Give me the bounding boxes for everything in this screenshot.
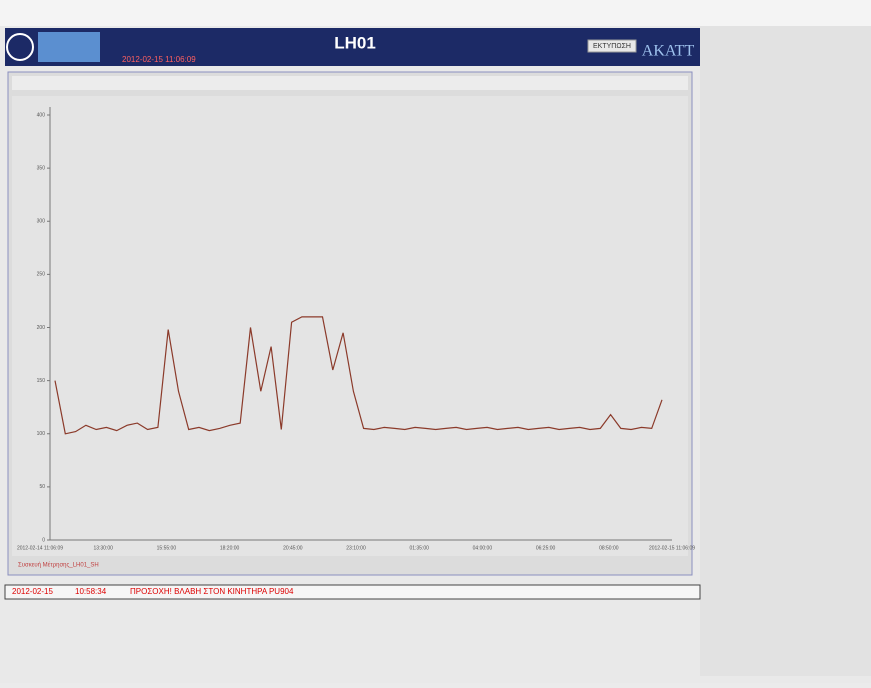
status-date: 2012-02-15: [12, 587, 53, 596]
y-tick-label: 250: [37, 272, 46, 278]
y-tick-label: 200: [37, 325, 46, 331]
screen: 2012-02-15 11:06:09 LH01 ΕΚΤΥΠΩΣΗ AKATT …: [0, 0, 871, 683]
y-tick-label: 150: [37, 378, 46, 384]
x-tick-label: 13:30:00: [93, 545, 113, 551]
x-tick-label: 06:25:00: [536, 545, 556, 551]
logo-text: AKATT: [642, 43, 695, 60]
y-tick-label: 400: [37, 112, 46, 118]
y-tick-label: 350: [37, 165, 46, 171]
x-tick-label: 15:55:00: [157, 545, 177, 551]
y-tick-label: 100: [37, 431, 46, 437]
page: 2012-02-15 11:06:09 LH01 ΕΚΤΥΠΩΣΗ AKATT …: [0, 0, 871, 683]
print-button-label[interactable]: ΕΚΤΥΠΩΣΗ: [593, 43, 631, 50]
x-tick-label: 2012-02-14 11:06:09: [17, 545, 63, 551]
y-tick-label: 50: [39, 484, 45, 490]
status-bar: [5, 585, 700, 599]
y-tick-label: 300: [37, 219, 46, 225]
x-tick-label: 01:35:00: [409, 545, 429, 551]
chart-area: [12, 96, 688, 556]
x-tick-label: 2012-02-15 11:06:09: [649, 545, 695, 551]
side-panel: [700, 26, 871, 676]
x-tick-label: 23:10:00: [346, 545, 366, 551]
status-time: 10:58:34: [75, 587, 107, 596]
status-message: ΠΡΟΣΟΧΗ! ΒΛΑΒΗ ΣΤΟΝ ΚΙΝΗΤΗΡΑ PU904: [130, 587, 294, 596]
chart-toolbar: [12, 76, 688, 90]
x-tick-label: 18:20:00: [220, 545, 240, 551]
y-tick-label: 0: [42, 537, 45, 543]
header-datetime: 2012-02-15 11:06:09: [122, 55, 196, 64]
header-title: LH01: [334, 33, 376, 52]
toolbar: [0, 0, 871, 26]
legend-entry: Συσκευή Μέτρησης_LH01_SH: [18, 562, 99, 569]
logo-image: [38, 32, 100, 62]
x-tick-label: 20:45:00: [283, 545, 303, 551]
x-tick-label: 08:50:00: [599, 545, 619, 551]
x-tick-label: 04:00:00: [473, 545, 493, 551]
